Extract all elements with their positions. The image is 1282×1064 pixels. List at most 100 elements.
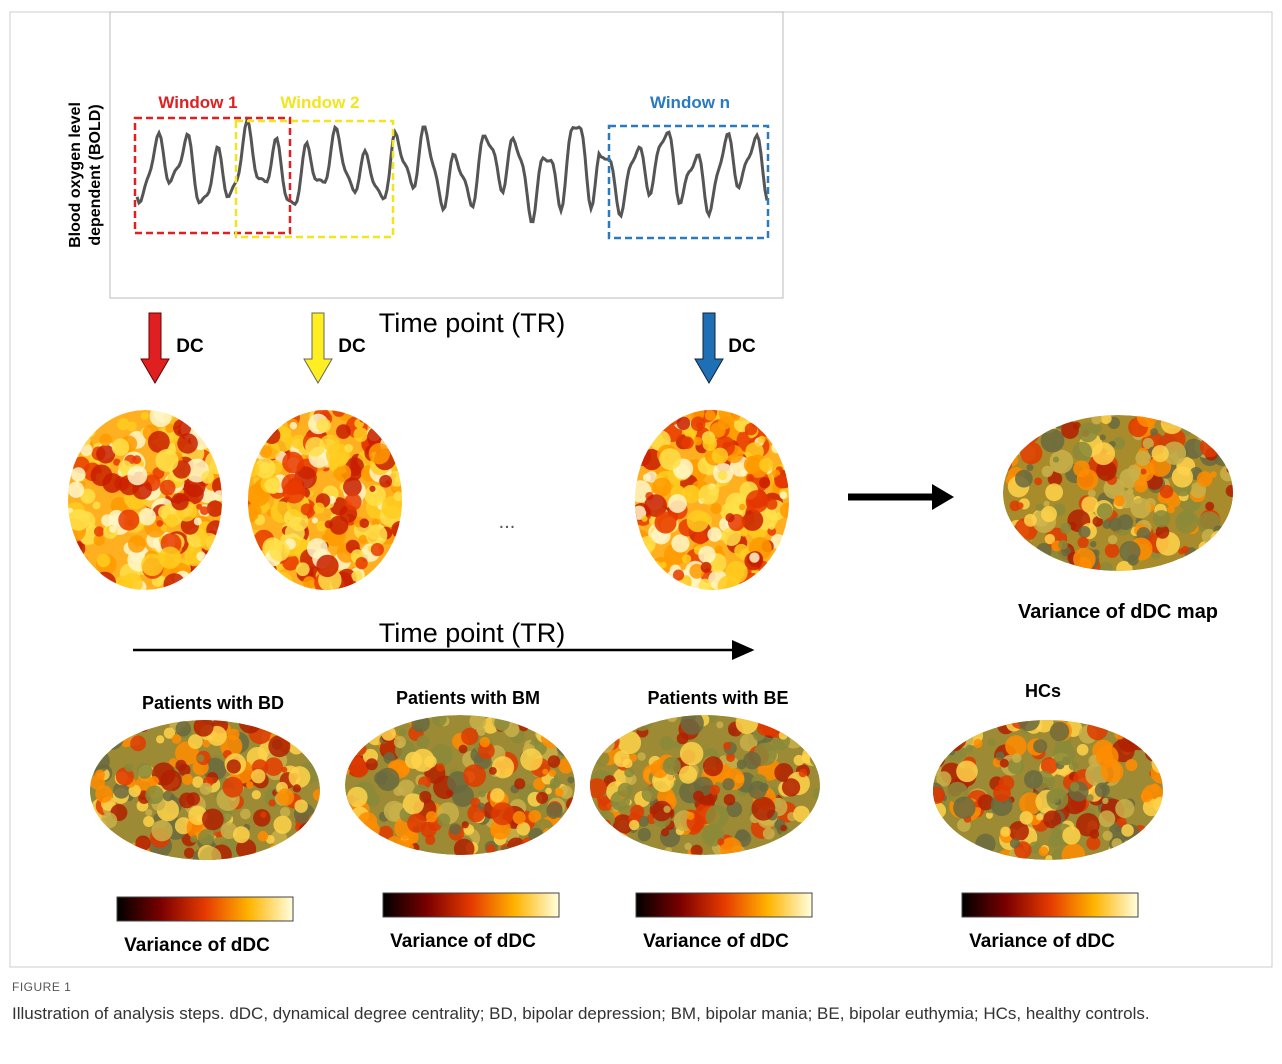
- brain-spot: [1048, 834, 1062, 848]
- brain-spot: [163, 791, 174, 802]
- brain-spot: [178, 409, 189, 420]
- arrow: [932, 484, 954, 510]
- brain-spot: [638, 580, 656, 598]
- brain-spot: [366, 758, 378, 770]
- brain-spot: [372, 572, 385, 585]
- brain-spot: [1021, 425, 1039, 443]
- brain-spot: [308, 812, 330, 834]
- brain-spot: [749, 552, 759, 562]
- brain-spot: [995, 455, 1012, 472]
- brain-spot: [624, 838, 645, 859]
- brain-spot: [1114, 495, 1125, 506]
- brain-spot: [1073, 548, 1096, 571]
- brain-spot: [64, 444, 78, 458]
- brain-spot: [763, 409, 780, 426]
- brain-spot: [1078, 422, 1098, 442]
- brain-spot: [642, 786, 658, 802]
- brain-spot: [156, 735, 164, 743]
- brain-spot: [763, 828, 775, 840]
- brain-spot: [200, 783, 212, 795]
- brain-spot: [699, 485, 719, 505]
- brain-spot: [200, 533, 218, 551]
- brain-spot: [1127, 488, 1133, 494]
- brain-spot: [1044, 501, 1050, 507]
- brain-spot: [927, 761, 942, 776]
- window-label: Window 1: [158, 93, 237, 112]
- brain-spot: [93, 572, 116, 595]
- brain-spot: [454, 839, 475, 860]
- brain-spot: [86, 740, 100, 754]
- brain-spot: [631, 409, 646, 424]
- brain-spot: [1032, 552, 1052, 572]
- brain-spot: [70, 447, 80, 457]
- brain-spot: [71, 402, 88, 419]
- brain-spot: [745, 411, 754, 420]
- brain-spot: [1145, 743, 1163, 761]
- brain-spot: [399, 728, 407, 736]
- brain-spot: [1226, 467, 1232, 473]
- brain-spot: [955, 716, 970, 731]
- brain-spot: [767, 400, 786, 419]
- brain-spot: [785, 841, 792, 848]
- brain-spot: [138, 508, 156, 526]
- brain-spot: [759, 458, 773, 472]
- brain-spot: [769, 580, 786, 597]
- brain-spot: [407, 813, 426, 832]
- brain-spot: [359, 416, 365, 422]
- brain-spot: [1020, 811, 1034, 825]
- brain-spot: [528, 828, 543, 843]
- brain-spot: [300, 721, 320, 741]
- brain-spot: [265, 478, 280, 493]
- brain-spot: [344, 444, 353, 453]
- brain-spot: [390, 553, 397, 560]
- brain-spot: [1041, 506, 1057, 522]
- brain-spot: [355, 557, 367, 569]
- brain-spot: [1115, 799, 1134, 818]
- brain-spot: [800, 834, 816, 850]
- brain-spot: [786, 714, 804, 732]
- brain-spot: [813, 788, 825, 800]
- brain-spot: [1036, 813, 1043, 820]
- brain-spot: [251, 546, 261, 556]
- brain-spot: [502, 846, 510, 854]
- brain-spot: [770, 561, 791, 582]
- brain-spot: [316, 418, 331, 433]
- brain-spot: [179, 792, 195, 808]
- brain-spot: [660, 736, 674, 750]
- brain-spot: [1133, 730, 1139, 736]
- brain-spot: [706, 805, 729, 828]
- brain-spot: [644, 848, 657, 861]
- brain-spot: [388, 551, 410, 573]
- brain-spot: [1181, 557, 1190, 566]
- brain-spot: [185, 402, 207, 424]
- brain-spot: [1130, 498, 1151, 519]
- brain-spot: [604, 724, 615, 735]
- brain-spot: [89, 811, 96, 818]
- brain-spot: [1211, 530, 1228, 547]
- brain-spot: [364, 579, 381, 596]
- brain-spot: [494, 715, 510, 731]
- brain-spot: [80, 436, 90, 446]
- brain-spot: [718, 470, 728, 480]
- brain-spot: [283, 481, 306, 504]
- brain-spot: [88, 822, 97, 831]
- brain-spot: [66, 445, 73, 452]
- brain-spot: [993, 525, 1016, 548]
- brain-spot: [725, 561, 747, 583]
- brain-spot: [710, 503, 721, 514]
- brain-spot: [703, 756, 723, 776]
- brain-spot: [618, 783, 633, 798]
- brain-spot: [768, 571, 792, 595]
- brain-spot: [1141, 720, 1150, 729]
- brain-spot: [1015, 562, 1025, 572]
- brain-spot: [381, 726, 396, 741]
- brain-spot: [602, 819, 611, 828]
- brain-spot: [780, 541, 796, 557]
- brain-spot: [630, 412, 648, 430]
- brain-spot: [160, 480, 176, 496]
- brain-spot: [199, 400, 222, 423]
- brain-spot: [289, 766, 311, 788]
- brain-spot: [1152, 833, 1159, 840]
- brain-spot: [1194, 411, 1217, 434]
- brain-spot: [489, 767, 497, 775]
